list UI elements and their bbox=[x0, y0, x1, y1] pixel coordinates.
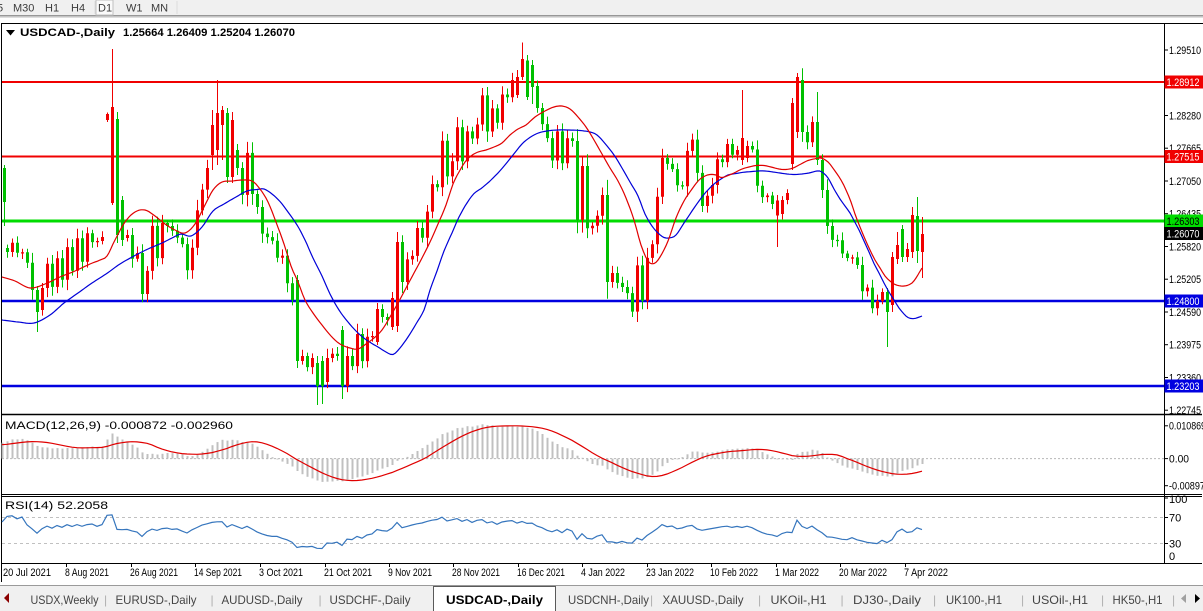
svg-text:|: | bbox=[841, 593, 844, 607]
svg-text:0: 0 bbox=[1169, 551, 1175, 563]
svg-text:XAUUSD-,Daily: XAUUSD-,Daily bbox=[663, 593, 744, 607]
svg-text:1.27050: 1.27050 bbox=[1169, 176, 1201, 188]
svg-text:1.26070: 1.26070 bbox=[1167, 229, 1200, 241]
svg-text:1.28912: 1.28912 bbox=[1167, 77, 1200, 89]
svg-text:MACD(12,26,9) -0.000872 -0.002: MACD(12,26,9) -0.000872 -0.002960 bbox=[5, 420, 233, 432]
svg-text:|: | bbox=[1172, 593, 1175, 607]
svg-text:AUDUSD-,Daily: AUDUSD-,Daily bbox=[222, 593, 303, 607]
svg-text:1.23203: 1.23203 bbox=[1167, 381, 1200, 393]
svg-text:1.25205: 1.25205 bbox=[1169, 274, 1201, 286]
svg-text:USDCAD-,Daily: USDCAD-,Daily bbox=[20, 27, 116, 39]
svg-text:9 Nov 2021: 9 Nov 2021 bbox=[388, 567, 432, 579]
svg-text:1.28280: 1.28280 bbox=[1169, 110, 1201, 122]
svg-text:4 Jan 2022: 4 Jan 2022 bbox=[581, 567, 625, 579]
svg-text:0.010869: 0.010869 bbox=[1169, 421, 1203, 433]
svg-text:UK100-,H1: UK100-,H1 bbox=[946, 593, 1002, 607]
svg-text:26 Aug 2021: 26 Aug 2021 bbox=[130, 567, 178, 579]
svg-text:1 Mar 2022: 1 Mar 2022 bbox=[775, 567, 819, 579]
svg-text:DJ30-,Daily: DJ30-,Daily bbox=[853, 593, 921, 607]
svg-text:1.24590: 1.24590 bbox=[1169, 307, 1201, 319]
svg-text:3 Oct 2021: 3 Oct 2021 bbox=[259, 567, 303, 579]
svg-text:1.26303: 1.26303 bbox=[1167, 216, 1200, 228]
svg-text:UKOil-,H1: UKOil-,H1 bbox=[771, 593, 827, 607]
svg-text:20 Mar 2022: 20 Mar 2022 bbox=[839, 567, 887, 579]
svg-text:1.25664 1.26409 1.25204 1.2607: 1.25664 1.26409 1.25204 1.26070 bbox=[123, 27, 295, 39]
svg-text:21 Oct 2021: 21 Oct 2021 bbox=[324, 567, 372, 579]
svg-text:|: | bbox=[1101, 593, 1104, 607]
svg-text:0.00: 0.00 bbox=[1169, 453, 1189, 465]
svg-text:H1: H1 bbox=[45, 3, 59, 15]
svg-text:USDX,Weekly: USDX,Weekly bbox=[31, 593, 99, 607]
svg-text:USDCNH-,Daily: USDCNH-,Daily bbox=[568, 593, 649, 607]
svg-text:RSI(14) 52.2058: RSI(14) 52.2058 bbox=[5, 500, 108, 512]
svg-text:-0.00897: -0.00897 bbox=[1169, 481, 1203, 493]
svg-text:28 Nov 2021: 28 Nov 2021 bbox=[452, 567, 500, 579]
svg-text:M30: M30 bbox=[13, 3, 34, 15]
svg-text:USOil-,H1: USOil-,H1 bbox=[1032, 593, 1088, 607]
svg-text:W1: W1 bbox=[126, 3, 143, 15]
svg-text:|: | bbox=[104, 593, 107, 607]
svg-text:1.23975: 1.23975 bbox=[1169, 340, 1201, 352]
svg-text:|: | bbox=[211, 593, 214, 607]
svg-text:20 Jul 2021: 20 Jul 2021 bbox=[3, 567, 51, 579]
svg-text:USDCAD-,Daily: USDCAD-,Daily bbox=[446, 593, 543, 607]
svg-text:USDCHF-,Daily: USDCHF-,Daily bbox=[330, 593, 411, 607]
svg-text:|: | bbox=[933, 593, 936, 607]
svg-text:100: 100 bbox=[1169, 494, 1187, 506]
svg-text:1.27515: 1.27515 bbox=[1167, 152, 1200, 164]
svg-text:16 Dec 2021: 16 Dec 2021 bbox=[517, 567, 565, 579]
svg-text:1.24800: 1.24800 bbox=[1167, 296, 1200, 308]
svg-text:|: | bbox=[319, 593, 322, 607]
svg-text:10 Feb 2022: 10 Feb 2022 bbox=[710, 567, 758, 579]
svg-text:HK50-,H1: HK50-,H1 bbox=[1113, 593, 1163, 607]
svg-text:7 Apr 2022: 7 Apr 2022 bbox=[904, 567, 948, 579]
svg-text:MN: MN bbox=[151, 3, 168, 15]
svg-text:30: 30 bbox=[1169, 538, 1181, 550]
svg-text:23 Jan 2022: 23 Jan 2022 bbox=[646, 567, 694, 579]
svg-text:70: 70 bbox=[1169, 512, 1181, 524]
svg-text:5: 5 bbox=[0, 3, 3, 15]
svg-text:D1: D1 bbox=[98, 3, 112, 15]
svg-text:H4: H4 bbox=[71, 3, 85, 15]
svg-text:|: | bbox=[650, 593, 653, 607]
svg-text:1.25820: 1.25820 bbox=[1169, 241, 1201, 253]
svg-text:|: | bbox=[1021, 593, 1024, 607]
svg-text:EURUSD-,Daily: EURUSD-,Daily bbox=[116, 593, 197, 607]
svg-text:|: | bbox=[758, 593, 761, 607]
svg-text:1.29510: 1.29510 bbox=[1169, 45, 1201, 57]
svg-text:14 Sep 2021: 14 Sep 2021 bbox=[194, 567, 242, 579]
svg-text:8 Aug 2021: 8 Aug 2021 bbox=[65, 567, 109, 579]
